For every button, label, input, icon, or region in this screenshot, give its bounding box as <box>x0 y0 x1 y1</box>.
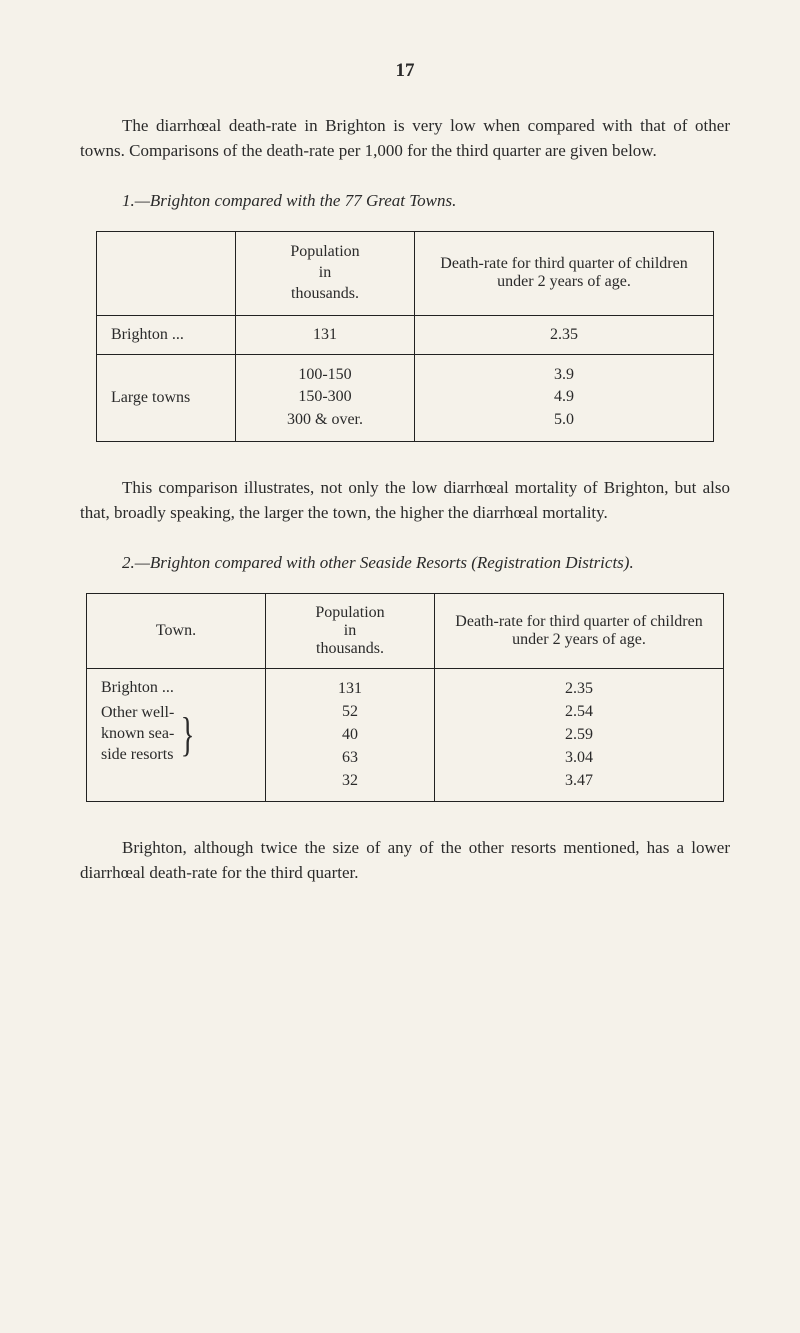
t2-dr-2: 3.04 <box>449 748 709 769</box>
intro-paragraph: The diarrhœal death-rate in Brighton is … <box>80 114 730 163</box>
page-number: 17 <box>80 60 730 82</box>
para1-text: The diarrhœal death-rate in Brighton is … <box>80 116 730 160</box>
large-dr-1: 4.9 <box>429 387 699 408</box>
table-1-row-large-drs: 3.9 4.9 5.0 <box>415 354 714 441</box>
section-2-text: —Brighton compared with other Seaside Re… <box>135 553 634 572</box>
para-2: This comparison illustrates, not only th… <box>80 476 730 525</box>
large-pop-2: 300 & over. <box>250 410 400 431</box>
table-1-header-pop-text: Population in thousands. <box>250 242 400 304</box>
table-2-brighton-label: Brighton ... <box>101 679 251 697</box>
t2-pop-1: 40 <box>280 725 420 746</box>
t2-dr-1: 2.59 <box>449 725 709 746</box>
para-3: Brighton, although twice the size of any… <box>80 836 730 885</box>
t2-pop-brighton: 131 <box>280 679 420 700</box>
table-2: Town. Population in thousands. Death-rat… <box>86 593 724 802</box>
table-1-row-large-label: Large towns <box>97 354 236 441</box>
large-dr-2: 5.0 <box>429 410 699 431</box>
table-1-header-blank <box>97 232 236 315</box>
section-1-text: —Brighton compared with the 77 Great Tow… <box>135 191 457 210</box>
large-pop-1: 150-300 <box>250 387 400 408</box>
para2-text: This comparison illustrates, not only th… <box>80 478 730 522</box>
table-1-row-brighton-dr: 2.35 <box>415 315 714 354</box>
brace-icon: } <box>181 713 195 756</box>
table-2-header-pop: Population in thousands. <box>266 594 435 669</box>
large-pop-0: 100-150 <box>250 365 400 386</box>
other-line2: known sea- <box>101 725 174 742</box>
table-1-row-large-pops: 100-150 150-300 300 & over. <box>236 354 415 441</box>
t2-dr-3: 3.47 <box>449 771 709 792</box>
section-2-num: 2. <box>122 553 135 572</box>
table-2-drs: 2.35 2.54 2.59 3.04 3.47 <box>435 669 724 802</box>
t2-pop-0: 52 <box>280 702 420 723</box>
table-1-row-brighton-label: Brighton ... <box>97 315 236 354</box>
table-2-header-town: Town. <box>87 594 266 669</box>
section-1-title: 1.—Brighton compared with the 77 Great T… <box>122 191 730 211</box>
large-dr-0: 3.9 <box>429 365 699 386</box>
section-1-num: 1. <box>122 191 135 210</box>
t2-dr-brighton: 2.35 <box>449 679 709 700</box>
table-1: Population in thousands. Death-rate for … <box>96 231 714 442</box>
table-2-header-dr: Death-rate for third quarter of children… <box>435 594 724 669</box>
table-2-pops: 131 52 40 63 32 <box>266 669 435 802</box>
other-line3: side resorts <box>101 746 173 763</box>
table-2-header-pop-text: Population in thousands. <box>315 604 384 657</box>
table-2-rowheads: Brighton ... Other well- known sea- side… <box>87 669 266 802</box>
table-1-header-pop: Population in thousands. <box>236 232 415 315</box>
t2-pop-2: 63 <box>280 748 420 769</box>
t2-dr-0: 2.54 <box>449 702 709 723</box>
t2-pop-3: 32 <box>280 771 420 792</box>
other-line1: Other well- <box>101 704 174 721</box>
section-2-title: 2.—Brighton compared with other Seaside … <box>122 553 730 573</box>
table-1-header-dr: Death-rate for third quarter of children… <box>415 232 714 315</box>
table-1-row-brighton-pop: 131 <box>236 315 415 354</box>
para3-text: Brighton, although twice the size of any… <box>80 838 730 882</box>
